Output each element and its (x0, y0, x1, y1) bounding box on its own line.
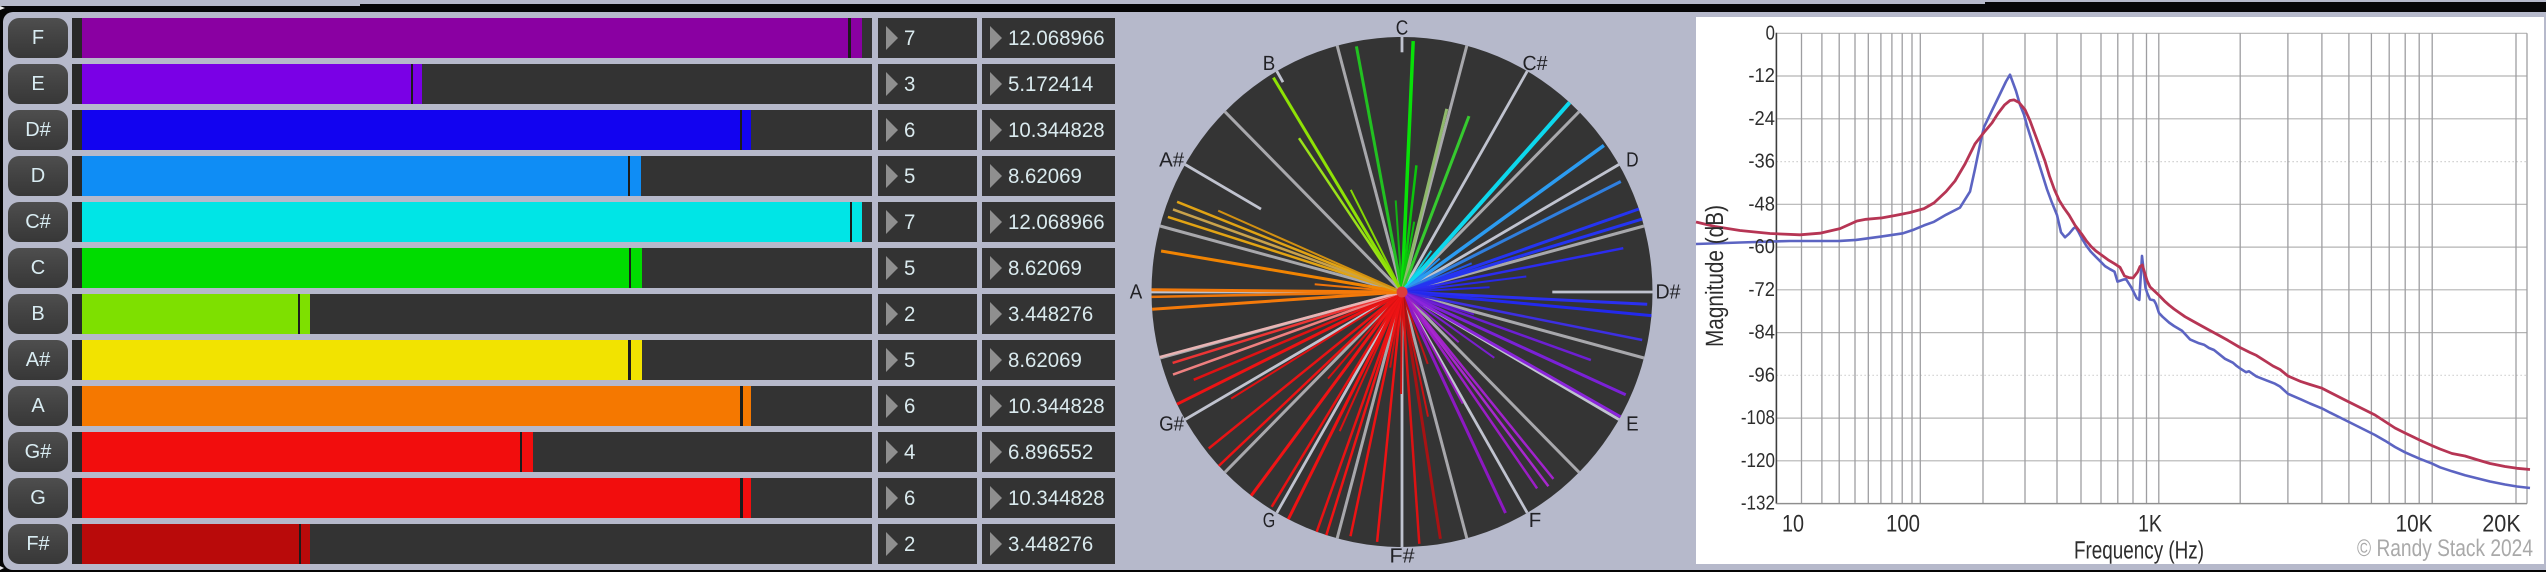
svg-text:Magnitude (dB): Magnitude (dB) (1701, 205, 1729, 347)
svg-text:-12: -12 (1748, 65, 1775, 87)
svg-text:© Randy Stack 2024: © Randy Stack 2024 (2357, 535, 2533, 562)
svg-text:-96: -96 (1748, 364, 1775, 386)
svg-text:C#: C# (1523, 52, 1549, 75)
svg-text:-36: -36 (1748, 151, 1775, 173)
svg-text:-84: -84 (1748, 322, 1775, 344)
svg-text:20K: 20K (2482, 511, 2521, 538)
svg-text:F: F (1529, 509, 1542, 532)
svg-text:-24: -24 (1748, 108, 1775, 130)
svg-text:1K: 1K (2138, 511, 2162, 538)
svg-text:Frequency (Hz): Frequency (Hz) (2074, 537, 2204, 565)
svg-text:-132: -132 (1741, 493, 1775, 515)
svg-text:100: 100 (1886, 511, 1920, 538)
svg-text:G#: G# (1159, 413, 1185, 436)
svg-text:F#: F# (1390, 545, 1416, 568)
svg-text:-72: -72 (1748, 279, 1775, 301)
svg-text:D: D (1626, 149, 1639, 172)
svg-text:0: 0 (1766, 22, 1775, 44)
svg-text:-60: -60 (1748, 236, 1775, 258)
svg-text:10K: 10K (2396, 511, 2433, 538)
svg-text:B: B (1263, 52, 1276, 75)
svg-text:A: A (1130, 281, 1143, 304)
svg-text:10: 10 (1782, 511, 1804, 538)
svg-text:G: G (1263, 509, 1276, 532)
svg-text:A#: A# (1159, 149, 1185, 172)
svg-text:D#: D# (1656, 281, 1682, 304)
svg-text:C: C (1396, 17, 1409, 40)
svg-text:-48: -48 (1748, 193, 1775, 215)
svg-text:-120: -120 (1741, 450, 1775, 472)
svg-text:E: E (1626, 413, 1639, 436)
svg-text:-108: -108 (1741, 407, 1775, 429)
